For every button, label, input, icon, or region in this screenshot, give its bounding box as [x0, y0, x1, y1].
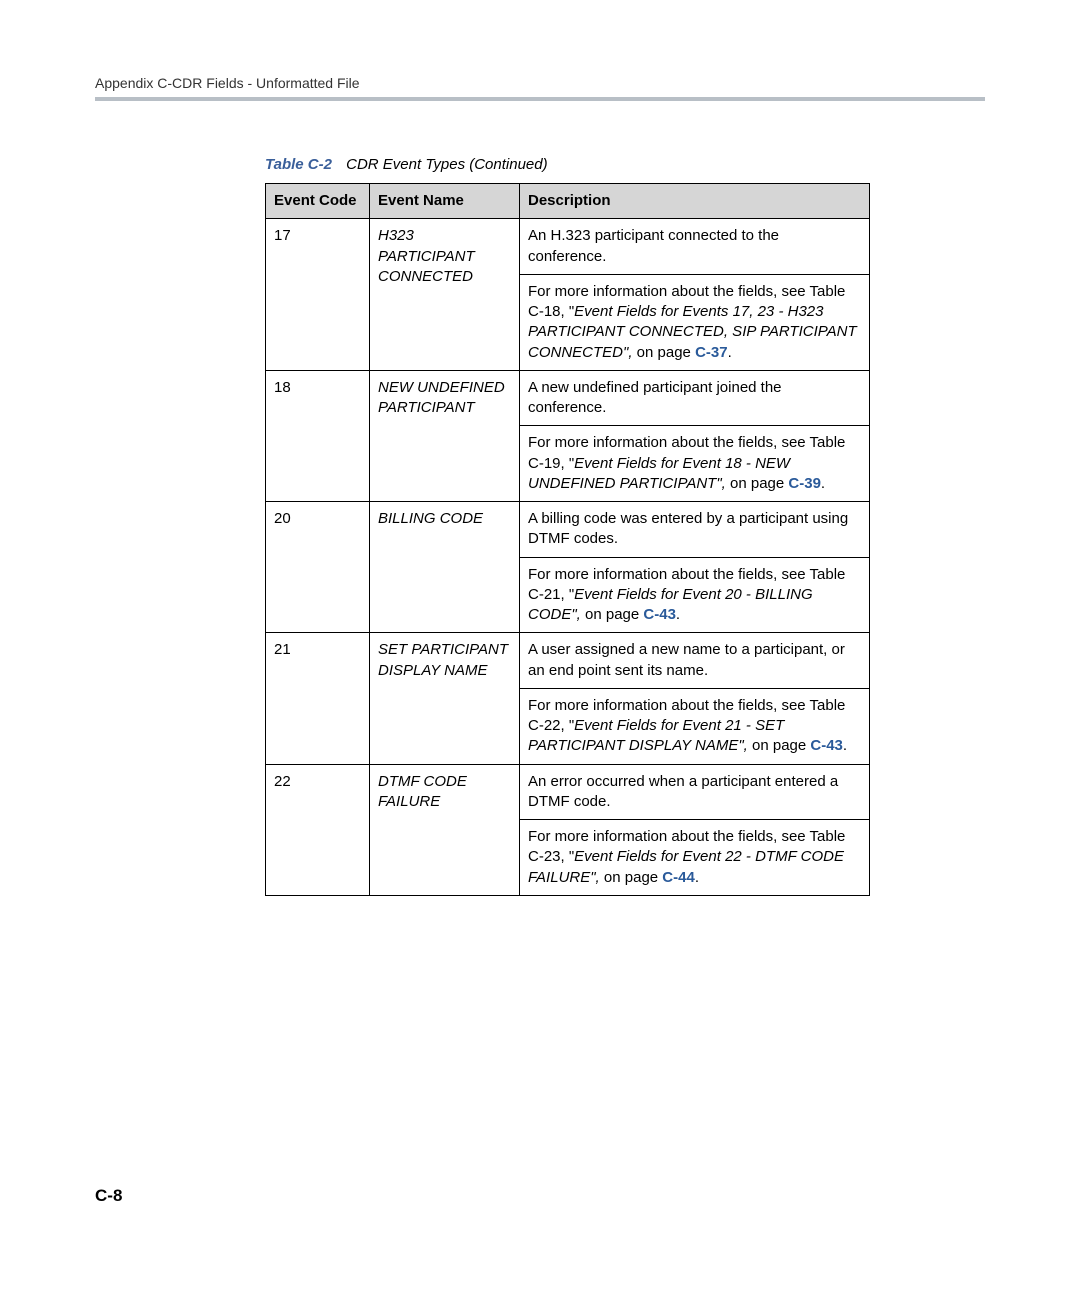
- cell-event-name: NEW UNDEFINED PARTICIPANT: [370, 370, 520, 501]
- desc-text: An H.323 participant connected to the co…: [528, 226, 861, 267]
- desc-tail: .: [821, 475, 825, 492]
- page-ref-link[interactable]: C-43: [643, 606, 676, 623]
- desc-post: on page: [600, 869, 663, 886]
- desc-post: on page: [748, 737, 811, 754]
- desc-tail: .: [728, 344, 732, 361]
- desc-text: For more information about the fields, s…: [528, 565, 861, 626]
- desc-text: For more information about the fields, s…: [528, 282, 861, 363]
- caption-label: Table C-2: [265, 156, 332, 173]
- desc-post: on page: [633, 344, 696, 361]
- cell-description: A new undefined participant joined the c…: [520, 370, 870, 426]
- desc-tail: .: [843, 737, 847, 754]
- desc-text: A billing code was entered by a particip…: [528, 509, 861, 550]
- desc-text: A new undefined participant joined the c…: [528, 378, 861, 419]
- cell-description: A billing code was entered by a particip…: [520, 502, 870, 558]
- cell-description: For more information about the fields, s…: [520, 557, 870, 633]
- page-number: C-8: [95, 1186, 122, 1206]
- table-row: 18 NEW UNDEFINED PARTICIPANT A new undef…: [266, 370, 870, 426]
- desc-text: An error occurred when a participant ent…: [528, 772, 861, 813]
- page-ref-link[interactable]: C-43: [810, 737, 843, 754]
- cell-description: For more information about the fields, s…: [520, 820, 870, 896]
- page-ref-link[interactable]: C-44: [662, 869, 695, 886]
- cell-event-name: BILLING CODE: [370, 502, 520, 633]
- cell-description: For more information about the fields, s…: [520, 426, 870, 502]
- running-head: Appendix C-CDR Fields - Unformatted File: [95, 75, 985, 91]
- cell-event-code: 20: [266, 502, 370, 633]
- table-caption: Table C-2 CDR Event Types (Continued): [265, 156, 870, 173]
- cell-description: For more information about the fields, s…: [520, 688, 870, 764]
- page-ref-link[interactable]: C-39: [788, 475, 821, 492]
- cell-description: For more information about the fields, s…: [520, 274, 870, 370]
- page-ref-link[interactable]: C-37: [695, 344, 728, 361]
- cell-event-code: 17: [266, 219, 370, 371]
- table-row: 21 SET PARTICIPANT DISPLAY NAME A user a…: [266, 633, 870, 689]
- cell-event-code: 22: [266, 764, 370, 895]
- table-row: 20 BILLING CODE A billing code was enter…: [266, 502, 870, 558]
- cell-event-code: 18: [266, 370, 370, 501]
- desc-text: For more information about the fields, s…: [528, 433, 861, 494]
- table-wrap: Table C-2 CDR Event Types (Continued) Ev…: [265, 156, 870, 896]
- caption-title: CDR Event Types (Continued): [346, 156, 547, 173]
- desc-tail: .: [695, 869, 699, 886]
- desc-tail: .: [676, 606, 680, 623]
- cell-description: An H.323 participant connected to the co…: [520, 219, 870, 275]
- cdr-table: Event Code Event Name Description 17 H32…: [265, 183, 870, 896]
- table-row: 22 DTMF CODE FAILURE An error occurred w…: [266, 764, 870, 820]
- cell-event-name: H323 PARTICIPANT CONNECTED: [370, 219, 520, 371]
- cell-event-code: 21: [266, 633, 370, 764]
- col-event-name: Event Name: [370, 184, 520, 219]
- desc-text: For more information about the fields, s…: [528, 696, 861, 757]
- cell-event-name: DTMF CODE FAILURE: [370, 764, 520, 895]
- col-event-code: Event Code: [266, 184, 370, 219]
- desc-post: on page: [581, 606, 644, 623]
- table-header-row: Event Code Event Name Description: [266, 184, 870, 219]
- cell-description: A user assigned a new name to a particip…: [520, 633, 870, 689]
- table-row: 17 H323 PARTICIPANT CONNECTED An H.323 p…: [266, 219, 870, 275]
- desc-post: on page: [726, 475, 789, 492]
- cell-description: An error occurred when a participant ent…: [520, 764, 870, 820]
- header-rule: [95, 97, 985, 101]
- desc-text: For more information about the fields, s…: [528, 827, 861, 888]
- col-description: Description: [520, 184, 870, 219]
- cell-event-name: SET PARTICIPANT DISPLAY NAME: [370, 633, 520, 764]
- desc-text: A user assigned a new name to a particip…: [528, 640, 861, 681]
- page: Appendix C-CDR Fields - Unformatted File…: [0, 0, 1080, 1306]
